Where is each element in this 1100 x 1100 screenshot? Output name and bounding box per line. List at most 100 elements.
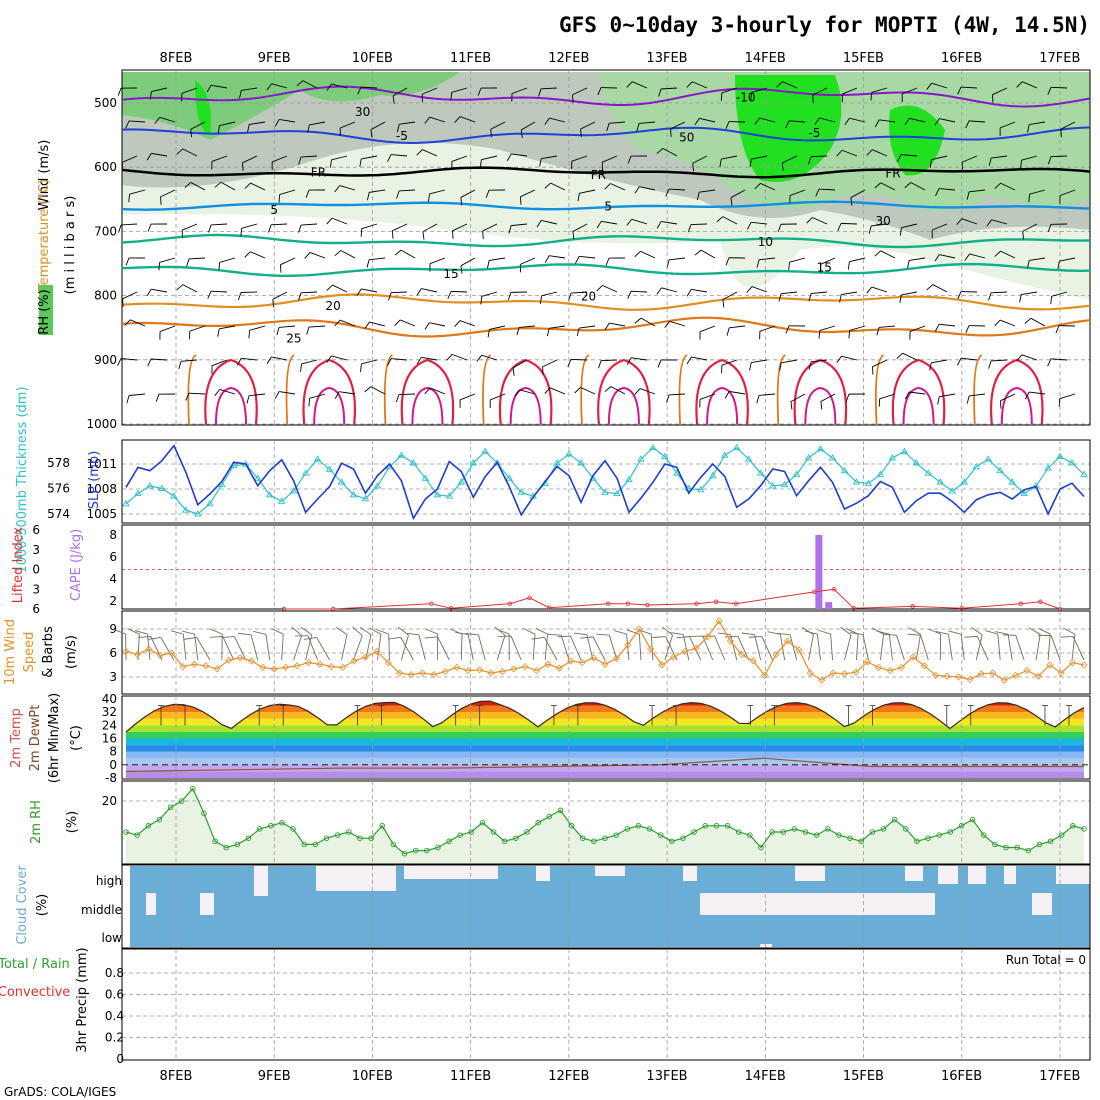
temp-tick: 24 bbox=[102, 718, 117, 732]
wind-speed-point bbox=[852, 668, 860, 676]
surface-wind-barb bbox=[377, 634, 382, 661]
rh-2m-point bbox=[201, 810, 207, 817]
upper-wind-barb bbox=[571, 291, 588, 294]
cloud-level-tick: low bbox=[102, 931, 123, 945]
surface-wind-barb bbox=[976, 636, 989, 661]
upper-wind-barb bbox=[1022, 223, 1038, 232]
upper-wind-barb-flag bbox=[387, 154, 392, 162]
surface-wind-barb bbox=[250, 634, 259, 661]
surface-wind-barb-flag bbox=[291, 626, 302, 636]
upper-wind-barb bbox=[519, 389, 536, 395]
upper-wind-barb-flag bbox=[874, 250, 882, 257]
upper-wind-barb bbox=[849, 257, 866, 263]
upper-wind-barb bbox=[632, 81, 648, 89]
upper-wind-barb bbox=[759, 117, 776, 123]
upper-wind-barb-flag bbox=[1050, 296, 1053, 305]
wind-speed-point bbox=[795, 646, 803, 654]
upper-wind-barb bbox=[961, 218, 978, 225]
upper-wind-barb bbox=[669, 257, 686, 261]
freezing-level-label: FR bbox=[885, 167, 900, 181]
date-label-top: 12FEB bbox=[548, 51, 589, 66]
rh-2m-point bbox=[412, 847, 419, 854]
thickness-point bbox=[936, 478, 945, 485]
wind-speed-point bbox=[783, 637, 792, 645]
wind-speed-point bbox=[133, 651, 141, 659]
surface-wind-barb-flag bbox=[876, 630, 890, 635]
axis-label-convective: Convective bbox=[0, 985, 70, 1000]
thickness-point bbox=[864, 479, 873, 486]
thickness-point bbox=[361, 494, 370, 502]
upper-wind-barb bbox=[789, 120, 806, 123]
cape-tick: 2 bbox=[109, 594, 117, 608]
temp-band bbox=[126, 731, 1084, 739]
rh-2m-point bbox=[435, 844, 441, 851]
upper-wind-barb bbox=[781, 291, 798, 295]
upper-wind-barb-flag bbox=[815, 188, 820, 197]
wind-speed-point bbox=[669, 653, 677, 661]
upper-wind-barb-flag bbox=[934, 254, 940, 262]
upper-wind-barb-flag bbox=[580, 128, 582, 137]
cloud-gap bbox=[938, 866, 958, 884]
chart-title: GFS 0~10day 3-hourly for MOPTI (4W, 14.5… bbox=[559, 13, 1090, 37]
upper-wind-barb bbox=[579, 255, 596, 259]
surface-wind-barb-flag bbox=[573, 632, 587, 636]
thickness-point bbox=[289, 487, 298, 494]
cloud-gap bbox=[1004, 866, 1016, 884]
panel-frame bbox=[121, 864, 1091, 949]
rh-2m-point bbox=[123, 829, 129, 835]
upper-wind-barb bbox=[639, 388, 656, 395]
upper-wind-barb bbox=[340, 121, 356, 129]
surface-wind-barb-flag bbox=[181, 630, 195, 635]
rh-2m-point bbox=[1070, 823, 1076, 829]
rh-2m-point bbox=[568, 823, 575, 829]
panel-frame bbox=[121, 695, 1091, 780]
wind-speed-point bbox=[943, 672, 951, 680]
precip-tick: 0.8 bbox=[105, 966, 124, 980]
upper-wind-barb bbox=[572, 223, 588, 232]
surface-wind-barb-flag bbox=[300, 626, 313, 636]
upper-wind-barb-flag bbox=[845, 393, 850, 402]
upper-wind-barb bbox=[400, 319, 416, 327]
upper-wind-barb bbox=[451, 353, 468, 361]
temp-tick: -8 bbox=[105, 771, 117, 785]
upper-wind-barb-flag bbox=[452, 230, 454, 239]
upper-wind-barb-flag bbox=[776, 81, 783, 88]
upper-wind-barb bbox=[182, 284, 198, 293]
upper-wind-barb-flag bbox=[308, 398, 311, 407]
cloud-level-tick: middle bbox=[81, 903, 122, 917]
wind-speed-point bbox=[1023, 667, 1031, 675]
thickness-point bbox=[744, 455, 753, 462]
upper-wind-barb-flag bbox=[874, 182, 882, 189]
upper-wind-barb-flag bbox=[848, 330, 851, 339]
thickness-point bbox=[876, 470, 885, 477]
panel-frame bbox=[121, 69, 1091, 426]
footer-credit: GrADS: COLA/IGES bbox=[4, 1085, 116, 1099]
upper-wind-barb bbox=[159, 257, 176, 263]
thickness-point bbox=[780, 480, 789, 488]
upper-wind-barb bbox=[932, 284, 948, 293]
upper-wind-barb bbox=[811, 291, 828, 295]
upper-wind-barb bbox=[879, 119, 896, 123]
upper-wind-barb bbox=[818, 188, 836, 191]
upper-wind-barb-flag bbox=[178, 361, 182, 370]
upper-wind-barb-flag bbox=[907, 260, 910, 269]
rh-2m-point bbox=[925, 835, 931, 841]
upper-wind-barb-flag bbox=[334, 391, 340, 399]
wind-speed-point bbox=[829, 669, 837, 677]
upper-wind-barb bbox=[661, 87, 678, 90]
panel-frame bbox=[121, 948, 1091, 1061]
upper-wind-barb bbox=[871, 286, 888, 293]
upper-wind-barb-flag bbox=[904, 391, 910, 400]
upper-wind-barb bbox=[520, 121, 536, 131]
upper-wind-barb bbox=[939, 118, 956, 123]
upper-wind-barb-flag bbox=[334, 250, 342, 257]
upper-wind-barb-flag bbox=[1000, 400, 1002, 409]
upper-wind-barb bbox=[579, 325, 596, 329]
upper-wind-barb-flag bbox=[1060, 129, 1062, 138]
upper-wind-barb-flag bbox=[837, 223, 842, 231]
rh-2m-point bbox=[847, 835, 853, 841]
upper-wind-barb-flag bbox=[446, 354, 453, 361]
axis-label-minmax: (6hr Min/Max) bbox=[47, 693, 62, 783]
upper-wind-barb bbox=[241, 87, 258, 91]
surface-wind-barb-flag bbox=[1038, 628, 1051, 635]
